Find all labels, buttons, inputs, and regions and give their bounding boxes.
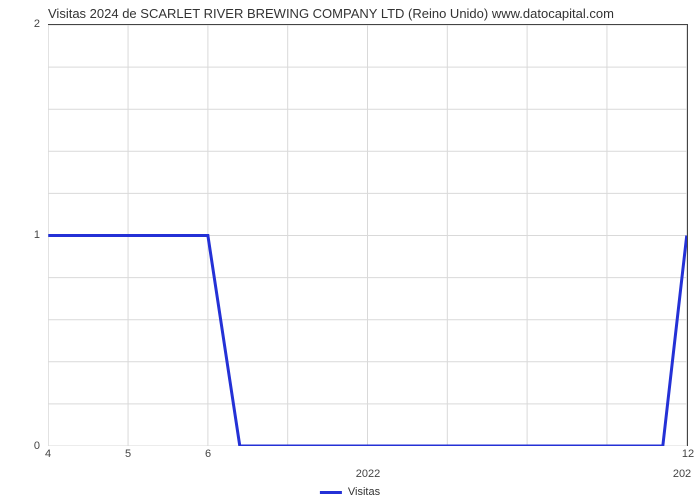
x-axis-label: 2022 [356, 468, 380, 480]
x-axis: 45612 [48, 446, 688, 462]
x-axis-label-right: 202 [673, 468, 691, 480]
legend-label: Visitas [348, 486, 380, 498]
y-tick: 1 [34, 229, 40, 241]
chart-container: Visitas 2024 de SCARLET RIVER BREWING CO… [0, 0, 700, 500]
y-axis: 012 [0, 24, 46, 446]
chart-title: Visitas 2024 de SCARLET RIVER BREWING CO… [48, 6, 614, 21]
legend-swatch [320, 491, 342, 494]
x-tick: 12 [682, 448, 694, 460]
x-tick: 4 [45, 448, 51, 460]
x-tick: 6 [205, 448, 211, 460]
y-tick: 2 [34, 18, 40, 30]
plot-area [48, 24, 688, 446]
legend: Visitas [320, 486, 380, 498]
x-tick: 5 [125, 448, 131, 460]
y-tick: 0 [34, 440, 40, 452]
